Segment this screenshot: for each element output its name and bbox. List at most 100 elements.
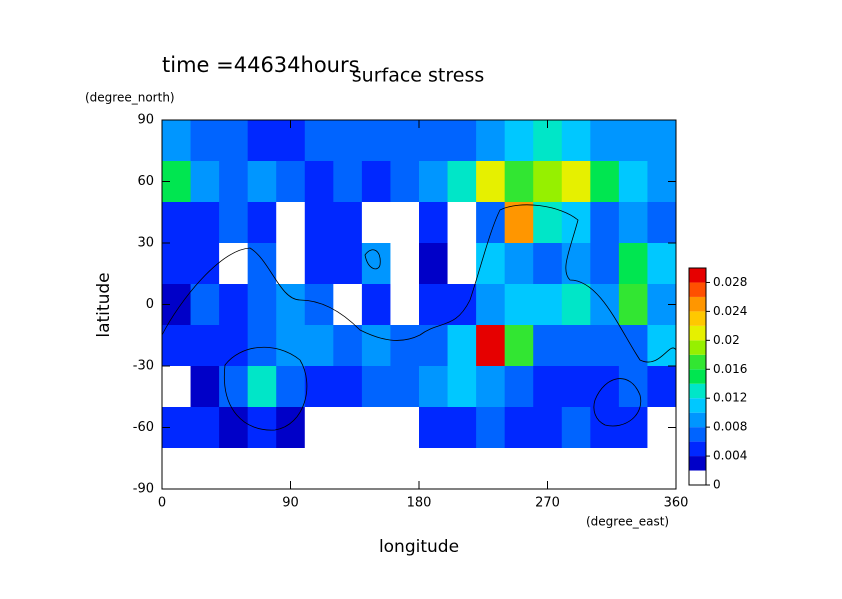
cell [647,202,677,244]
cell [618,448,648,490]
cell [561,120,591,162]
cell [219,407,249,449]
cell [361,120,391,162]
cell [190,243,220,285]
cell [190,202,220,244]
cell [333,202,363,244]
x-axis-label: longitude [379,537,459,557]
cell [618,243,648,285]
y-tick-label: 90 [137,113,154,128]
cell [504,284,534,326]
cell [447,407,477,449]
cell [361,407,391,449]
colorbar-swatch [689,456,706,471]
cell [390,448,420,490]
chart-subtitle: time =44634hours [162,53,360,77]
cell [419,161,449,203]
cell [561,407,591,449]
cell [219,448,249,490]
cell [304,325,334,367]
colorbar-swatch [689,282,706,297]
colorbar-swatch [689,470,706,485]
colorbar-swatch [689,296,706,312]
cell [190,120,220,162]
cell [390,325,420,367]
colorbar-swatch [689,325,706,341]
cell [476,120,506,162]
cell [447,202,477,244]
cell [533,284,563,326]
cell [162,366,192,408]
cell [219,366,249,408]
cell [304,202,334,244]
colorbar-tick-label: 0.024 [713,304,747,318]
cell [333,120,363,162]
cell [361,284,391,326]
colorbar-swatch [689,412,706,428]
cell [162,243,192,285]
colorbar-swatch [689,369,706,384]
colorbar-tick-label: 0.016 [713,362,747,376]
cell [361,161,391,203]
cell [476,284,506,326]
y-tick-label: 30 [137,236,154,251]
colorbar-tick-label: 0.028 [713,275,747,289]
cell [219,325,249,367]
cell [333,161,363,203]
cell [504,366,534,408]
cell [304,161,334,203]
cell [304,284,334,326]
cell [276,407,306,449]
cell [590,325,620,367]
cell [647,366,677,408]
cell [618,325,648,367]
cell [276,161,306,203]
cell [504,243,534,285]
cell [247,202,277,244]
cell [561,284,591,326]
colorbar-tick-label: 0.004 [713,449,747,463]
cell [476,161,506,203]
cell [162,448,192,490]
cell [419,202,449,244]
cell [590,448,620,490]
cell [219,161,249,203]
colorbar-tick-label: 0.02 [713,333,740,347]
cell [447,161,477,203]
x-units: (degree_east) [586,515,669,529]
cell [504,161,534,203]
cell [419,325,449,367]
cell [533,407,563,449]
cell [447,448,477,490]
cell [590,202,620,244]
cell [447,366,477,408]
cell [476,366,506,408]
cell [190,407,220,449]
cell [419,120,449,162]
x-tick-label: 0 [158,496,166,511]
cell [276,366,306,408]
cell [276,202,306,244]
cell [162,120,192,162]
field [162,120,677,490]
cell [447,243,477,285]
cell [276,243,306,285]
colorbar-swatch [689,383,706,399]
x-tick-label: 90 [282,496,299,511]
cell [361,366,391,408]
cell [419,407,449,449]
cell [533,366,563,408]
cell [618,284,648,326]
cell [219,202,249,244]
cell [561,325,591,367]
cell [304,366,334,408]
cell [333,325,363,367]
cell [476,407,506,449]
colorbar-swatch [689,398,706,413]
cell [533,243,563,285]
cell [647,243,677,285]
cell [561,202,591,244]
cell [190,161,220,203]
y-tick-label: -60 [133,420,154,435]
cell [247,325,277,367]
